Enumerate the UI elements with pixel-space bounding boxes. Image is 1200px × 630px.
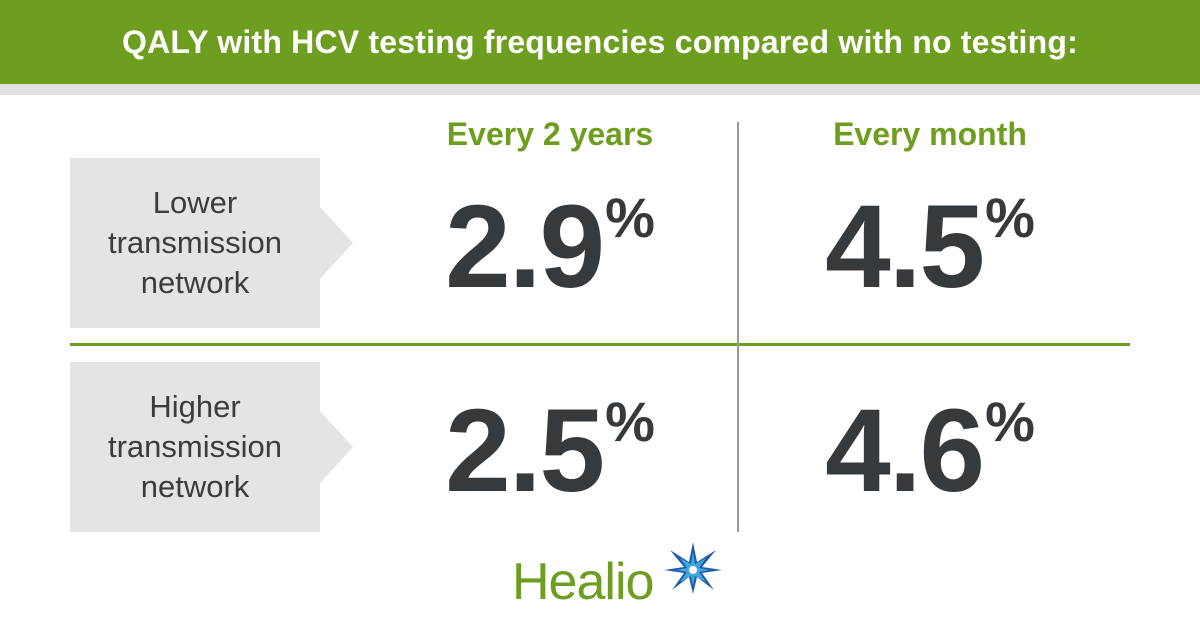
column-heading-every-2-years: Every 2 years bbox=[446, 116, 654, 152]
value-unit: % bbox=[605, 390, 655, 453]
value-unit: % bbox=[985, 186, 1035, 249]
row-label-text: Lower transmission network bbox=[108, 185, 282, 300]
column-heading-every-month: Every month bbox=[833, 116, 1027, 152]
logo-wordmark: Healio bbox=[512, 553, 654, 611]
value-number: 2.5 bbox=[445, 385, 605, 517]
value-unit: % bbox=[985, 390, 1035, 453]
value-lower-every-2-years: 2.9 % bbox=[380, 188, 720, 318]
value-number: 2.9 bbox=[445, 181, 605, 313]
value-number: 4.6 bbox=[825, 385, 985, 517]
value-lower-every-month: 4.5 % bbox=[760, 188, 1100, 318]
page-title: QALY with HCV testing frequencies compar… bbox=[122, 23, 1078, 60]
value-higher-every-month: 4.6 % bbox=[760, 392, 1100, 522]
value-unit: % bbox=[605, 186, 655, 249]
value-number: 4.5 bbox=[825, 181, 985, 313]
row-label-lower-transmission: Lower transmission network bbox=[70, 158, 353, 328]
header-shadow-bar bbox=[0, 84, 1200, 95]
column-divider bbox=[737, 122, 739, 532]
row-label-higher-transmission: Higher transmission network bbox=[70, 362, 353, 532]
row-divider bbox=[70, 343, 1130, 346]
row-label-text: Higher transmission network bbox=[108, 389, 282, 504]
value-higher-every-2-years: 2.5 % bbox=[380, 392, 720, 522]
header-banner: QALY with HCV testing frequencies compar… bbox=[0, 0, 1200, 84]
starburst-icon bbox=[664, 542, 722, 594]
healio-logo: Healio bbox=[512, 540, 722, 612]
